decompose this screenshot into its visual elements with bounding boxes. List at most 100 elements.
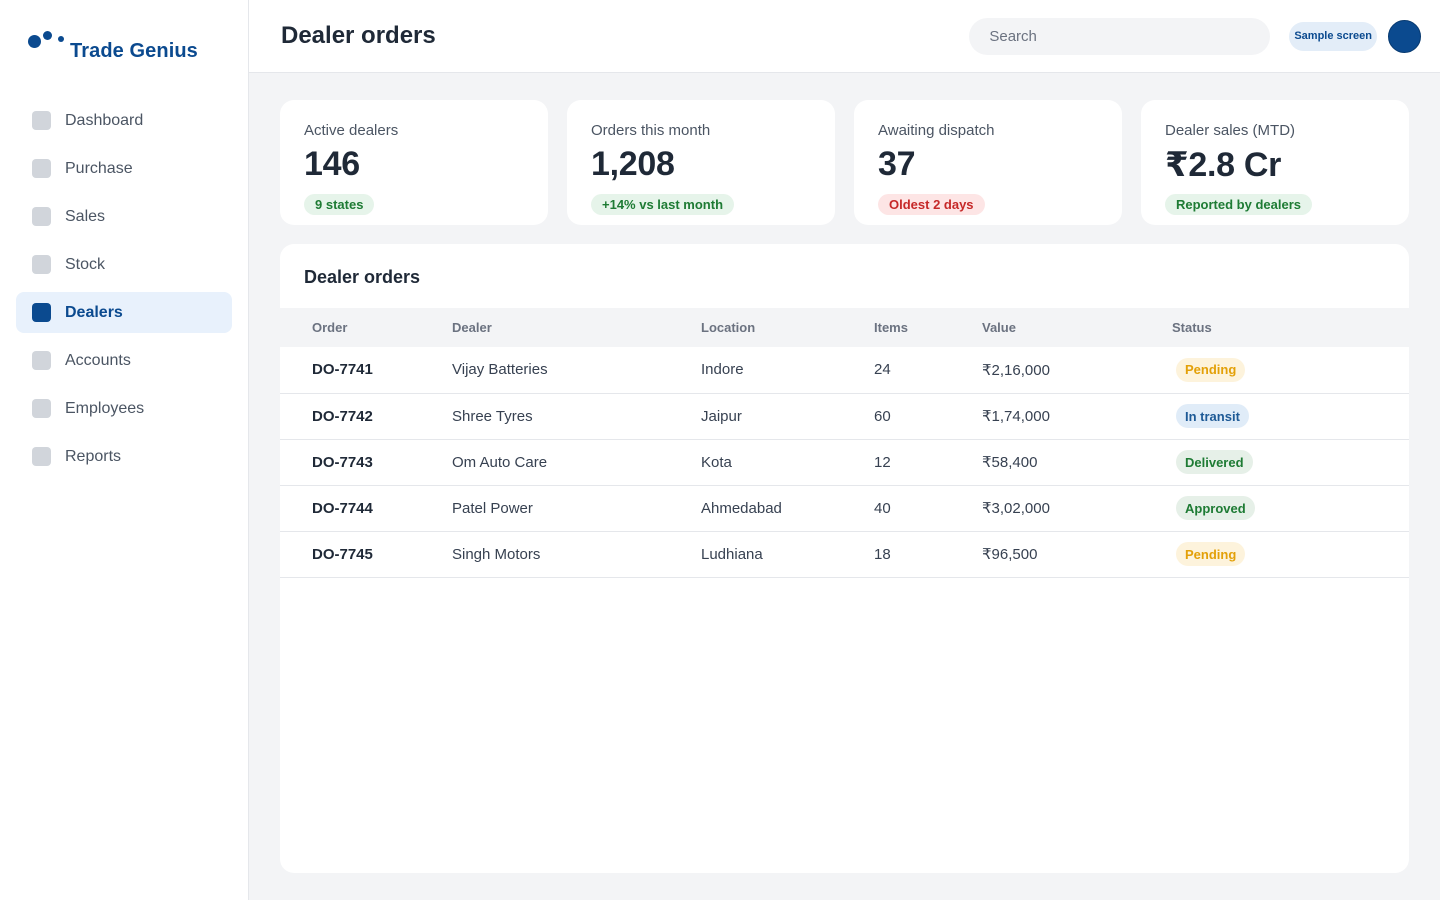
column-header-dealer[interactable]: Dealer (452, 320, 492, 335)
dealers-icon (32, 303, 51, 322)
items-count: 24 (874, 347, 982, 394)
order-id: DO-7743 (280, 439, 452, 486)
status-cell: Delivered (1172, 439, 1409, 486)
column-header-status[interactable]: Status (1172, 320, 1212, 335)
location: Ludhiana (701, 531, 874, 578)
stat-value: 146 (304, 145, 360, 183)
location: Kota (701, 439, 874, 486)
table-header-row: Order Dealer Location Items Value Status (280, 308, 1409, 347)
items-count: 18 (874, 531, 982, 578)
table-row[interactable]: DO-7744 Patel Power Ahmedabad 40 ₹3,02,0… (280, 485, 1409, 532)
orders-table: Order Dealer Location Items Value Status… (280, 308, 1409, 578)
sidebar-item-label: Dealers (65, 303, 123, 321)
sidebar-item-sales[interactable]: Sales (16, 196, 232, 237)
location: Jaipur (701, 393, 874, 440)
sidebar-item-reports[interactable]: Reports (16, 436, 232, 477)
sales-icon (32, 207, 51, 226)
status-badge: Pending (1176, 357, 1246, 382)
items-count: 40 (874, 485, 982, 532)
avatar[interactable] (1388, 19, 1421, 53)
content: Active dealers 146 9 states Orders this … (249, 73, 1440, 873)
status-cell: Pending (1172, 347, 1409, 394)
order-id: DO-7744 (280, 485, 452, 532)
sidebar-item-purchase[interactable]: Purchase (16, 148, 232, 189)
location: Ahmedabad (701, 485, 874, 532)
status-badge: Pending (1176, 542, 1246, 566)
column-header-location[interactable]: Location (701, 320, 756, 335)
sidebar-item-stock[interactable]: Stock (16, 244, 232, 285)
column-header-items[interactable]: Items (874, 320, 908, 335)
status-badge: In transit (1176, 404, 1249, 428)
dealer-name: Patel Power (452, 485, 701, 532)
stat-chip: +14% vs last month (591, 194, 735, 215)
logo[interactable]: Trade Genius (16, 0, 232, 100)
stock-icon (32, 255, 51, 274)
stat-label: Awaiting dispatch (878, 122, 995, 139)
order-value: ₹3,02,000 (982, 485, 1172, 532)
orders-title: Dealer orders (304, 267, 421, 287)
sidebar-item-dashboard[interactable]: Dashboard (16, 100, 232, 141)
table-row[interactable]: DO-7742 Shree Tyres Jaipur 60 ₹1,74,000 … (280, 393, 1409, 440)
dealer-name: Vijay Batteries (452, 347, 701, 394)
orders-card: Dealer orders Order Dealer Location Item… (280, 244, 1409, 873)
sidebar-item-label: Employees (65, 399, 145, 417)
stat-label: Active dealers (304, 122, 399, 139)
logo-dots-icon (26, 28, 66, 54)
table-row[interactable]: DO-7743 Om Auto Care Kota 12 ₹58,400 Del… (280, 439, 1409, 486)
order-id: DO-7745 (280, 531, 452, 578)
stat-card-active-dealers: Active dealers 146 9 states (280, 100, 548, 225)
status-badge: Delivered (1176, 450, 1253, 474)
search-input[interactable] (969, 17, 1271, 55)
dealer-name: Singh Motors (452, 531, 701, 578)
table-row[interactable]: DO-7745 Singh Motors Ludhiana 18 ₹96,500… (280, 531, 1409, 578)
sidebar: Trade Genius Dashboard Purchase Sales St… (0, 0, 249, 900)
stat-chip: Oldest 2 days (878, 194, 985, 215)
status-cell: Pending (1172, 531, 1409, 578)
brand-name: Trade Genius (70, 40, 198, 62)
sidebar-item-label: Purchase (65, 159, 133, 177)
sidebar-item-label: Dashboard (65, 111, 144, 129)
orders-table-body: DO-7741 Vijay Batteries Indore 24 ₹2,16,… (280, 347, 1409, 578)
sidebar-item-label: Reports (65, 447, 122, 465)
reports-icon (32, 447, 51, 466)
column-header-value[interactable]: Value (982, 320, 1016, 335)
table-row[interactable]: DO-7741 Vijay Batteries Indore 24 ₹2,16,… (280, 347, 1409, 394)
sidebar-nav: Dashboard Purchase Sales Stock Dealers A… (16, 100, 232, 477)
sidebar-item-label: Sales (65, 207, 106, 225)
stat-chip: 9 states (304, 194, 375, 215)
sidebar-item-dealers[interactable]: Dealers (16, 292, 232, 333)
status-cell: In transit (1172, 393, 1409, 440)
order-value: ₹96,500 (982, 531, 1172, 578)
page-title: Dealer orders (281, 22, 436, 49)
sample-screen-badge: Sample screen (1289, 21, 1377, 51)
stat-value: 1,208 (591, 145, 675, 183)
location: Indore (701, 347, 874, 394)
order-id: DO-7741 (280, 347, 452, 394)
order-id: DO-7742 (280, 393, 452, 440)
order-value: ₹1,74,000 (982, 393, 1172, 440)
column-header-order[interactable]: Order (312, 320, 348, 335)
order-value: ₹2,16,000 (982, 347, 1172, 394)
order-value: ₹58,400 (982, 439, 1172, 486)
stats-row: Active dealers 146 9 states Orders this … (280, 100, 1409, 225)
sidebar-item-label: Accounts (65, 351, 131, 369)
stat-chip: Reported by dealers (1165, 194, 1312, 215)
purchase-icon (32, 159, 51, 178)
stat-card-orders-this-month: Orders this month 1,208 +14% vs last mon… (567, 100, 835, 225)
stat-value: 37 (878, 145, 916, 183)
sidebar-item-employees[interactable]: Employees (16, 388, 232, 429)
sidebar-item-accounts[interactable]: Accounts (16, 340, 232, 381)
employees-icon (32, 399, 51, 418)
stat-card-dealer-sales: Dealer sales (MTD) ₹2.8 Cr Reported by d… (1141, 100, 1409, 225)
stat-label: Orders this month (591, 122, 711, 139)
topbar: Dealer orders Sample screen (249, 0, 1440, 73)
status-cell: Approved (1172, 485, 1409, 532)
dealer-name: Shree Tyres (452, 393, 701, 440)
items-count: 60 (874, 393, 982, 440)
sidebar-item-label: Stock (65, 255, 106, 273)
items-count: 12 (874, 439, 982, 486)
dashboard-icon (32, 111, 51, 130)
stat-label: Dealer sales (MTD) (1165, 122, 1296, 139)
stat-card-awaiting-dispatch: Awaiting dispatch 37 Oldest 2 days (854, 100, 1122, 225)
